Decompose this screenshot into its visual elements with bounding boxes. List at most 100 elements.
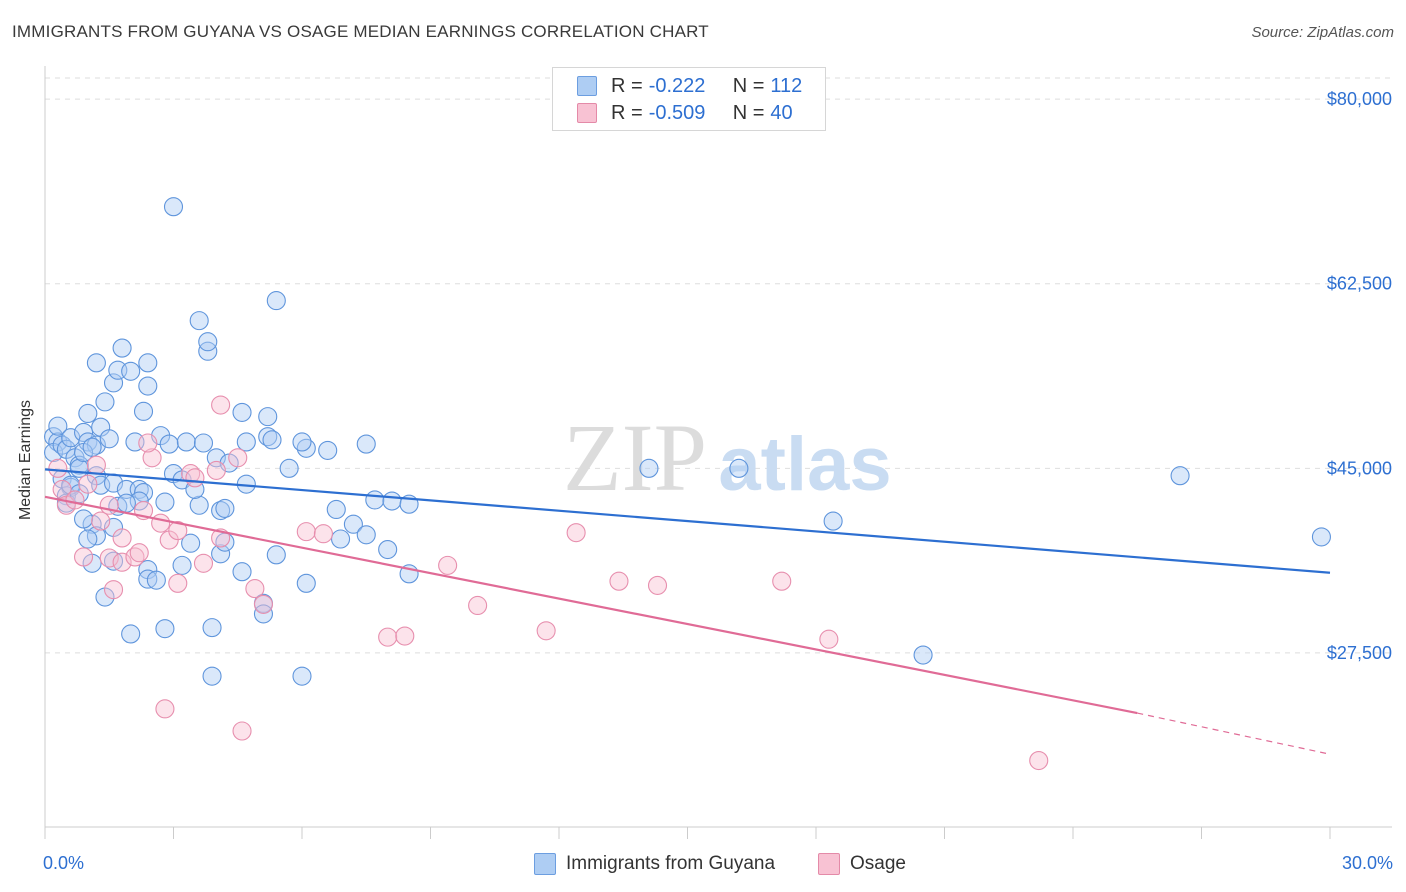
trend-line-osage-extrapolated — [1137, 712, 1331, 755]
data-point-osage — [112, 528, 132, 548]
data-point-osage — [772, 571, 792, 591]
chart-title: IMMIGRANTS FROM GUYANA VS OSAGE MEDIAN E… — [12, 22, 709, 41]
bottom-legend-label-osage: Osage — [850, 853, 906, 874]
data-point-guyana — [913, 645, 933, 665]
data-point-guyana — [99, 429, 119, 449]
data-point-guyana — [729, 458, 749, 478]
data-point-osage — [378, 627, 398, 647]
data-point-guyana — [78, 529, 98, 549]
data-point-osage — [142, 448, 162, 468]
y-tick-label: $62,500 — [1327, 274, 1392, 294]
data-point-guyana — [74, 509, 94, 529]
data-point-guyana — [330, 529, 351, 549]
data-point-guyana — [326, 499, 346, 520]
data-point-osage — [48, 458, 68, 478]
data-point-guyana — [133, 401, 154, 421]
y-tick-label: $80,000 — [1327, 89, 1392, 109]
data-point-osage — [185, 468, 205, 488]
data-point-osage — [168, 521, 188, 541]
legend-row-guyana: R = -0.222 N = 112 — [577, 74, 802, 98]
data-point-guyana — [155, 619, 175, 639]
legend-row-osage: R = -0.509 N = 40 — [577, 101, 793, 125]
data-point-guyana — [356, 434, 376, 454]
bottom-legend-guyana[interactable]: Immigrants from Guyana — [534, 852, 775, 876]
data-point-osage — [99, 548, 119, 568]
data-point-guyana — [236, 432, 256, 452]
data-point-guyana — [318, 440, 338, 460]
data-point-osage — [313, 524, 333, 544]
data-point-guyana — [86, 353, 106, 373]
data-point-guyana — [181, 533, 201, 553]
data-point-osage — [91, 511, 111, 531]
data-point-guyana — [365, 490, 385, 510]
legend-swatch-osage — [577, 103, 597, 123]
data-point-guyana — [193, 433, 214, 453]
bottom-legend-swatch-osage — [818, 853, 840, 875]
watermark-zip: ZIP — [563, 404, 707, 511]
data-point-guyana — [266, 291, 286, 311]
data-point-guyana — [112, 338, 132, 358]
data-point-osage — [206, 460, 226, 480]
data-point-osage — [395, 626, 415, 646]
correlation-legend: R = -0.222 N = 112 R = -0.509 N = 40 — [552, 67, 826, 131]
data-point-guyana — [95, 392, 115, 412]
data-point-guyana — [1311, 527, 1331, 547]
data-point-guyana — [138, 353, 158, 373]
data-point-guyana — [639, 458, 659, 478]
data-point-guyana — [146, 570, 166, 590]
data-point-guyana — [292, 666, 312, 686]
data-point-guyana — [116, 493, 136, 513]
data-point-guyana — [172, 555, 192, 575]
data-point-osage — [566, 523, 586, 543]
data-point-osage — [103, 580, 124, 600]
data-point-guyana — [189, 311, 209, 331]
data-point-guyana — [232, 402, 252, 422]
data-point-osage — [112, 552, 132, 572]
data-point-guyana — [211, 544, 231, 564]
legend-n-value-osage: 40 — [770, 101, 793, 124]
data-point-guyana — [121, 361, 141, 381]
data-point-guyana — [279, 458, 299, 478]
data-point-osage — [193, 553, 214, 573]
data-point-guyana — [232, 562, 252, 582]
data-point-guyana — [258, 407, 278, 427]
data-point-guyana — [78, 403, 98, 424]
watermark: ZIP atlas — [563, 404, 892, 511]
data-point-osage — [609, 571, 629, 591]
y-tick-label: $27,500 — [1327, 643, 1392, 663]
data-point-osage — [536, 621, 556, 641]
data-point-guyana — [159, 434, 179, 454]
data-point-osage — [155, 699, 175, 719]
series-osage-points — [48, 395, 1049, 771]
data-point-guyana — [266, 545, 286, 565]
bottom-legend-swatch-guyana — [534, 853, 556, 875]
data-point-guyana — [378, 540, 398, 560]
data-point-osage — [129, 543, 149, 563]
data-point-guyana — [262, 430, 282, 450]
data-point-guyana — [82, 437, 102, 457]
legend-n-label: N = — [732, 101, 765, 124]
data-point-guyana — [198, 332, 218, 352]
data-point-osage — [151, 513, 171, 533]
data-point-osage — [168, 573, 188, 593]
data-point-guyana — [189, 495, 209, 515]
data-point-osage — [253, 594, 274, 614]
data-point-osage — [138, 433, 158, 453]
data-point-guyana — [69, 458, 89, 478]
legend-r-value-osage: -0.509 — [648, 101, 706, 124]
legend-r-value-guyana: -0.222 — [648, 74, 706, 97]
data-point-osage — [1029, 750, 1049, 771]
bottom-legend-osage[interactable]: Osage — [818, 852, 906, 876]
data-point-guyana — [138, 376, 158, 396]
x-tick-label: 30.0% — [1342, 853, 1393, 873]
data-point-osage — [232, 721, 252, 741]
data-point-osage — [78, 474, 98, 494]
data-point-osage — [245, 579, 265, 599]
trend-line-osage — [44, 495, 1138, 715]
data-point-osage — [647, 575, 668, 595]
legend-swatch-guyana — [577, 76, 597, 96]
data-point-osage — [819, 629, 839, 649]
data-point-osage — [228, 448, 248, 468]
trend-line-guyana — [44, 468, 1331, 574]
